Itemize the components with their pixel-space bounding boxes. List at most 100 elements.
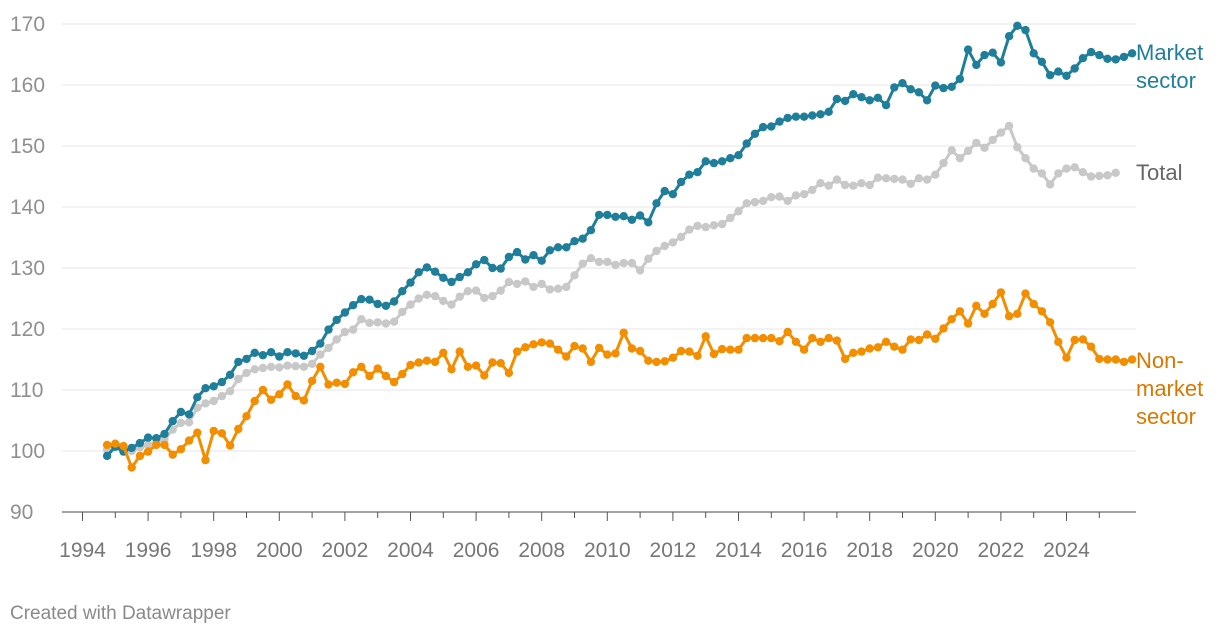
- x-tick-label-2022: 2022: [978, 539, 1025, 562]
- data-point-market-66: [644, 218, 653, 227]
- data-point-total-120: [1086, 172, 1096, 181]
- data-point-market-69: [668, 190, 678, 199]
- data-point-market-11: [193, 393, 202, 402]
- data-point-market-83: [783, 113, 792, 123]
- data-point-market-99: [914, 88, 924, 97]
- data-point-nonmarket-122: [1103, 355, 1112, 364]
- data-point-market-114: [1037, 57, 1047, 66]
- data-point-market-75: [717, 157, 727, 166]
- data-point-nonmarket-83: [783, 327, 792, 337]
- data-point-market-33: [373, 299, 382, 309]
- data-point-total-94: [873, 173, 883, 182]
- data-point-total-23: [291, 362, 300, 371]
- data-point-nonmarket-19: [258, 385, 268, 395]
- data-point-total-46: [480, 293, 489, 303]
- data-point-market-101: [931, 81, 940, 90]
- data-point-market-62: [611, 212, 620, 221]
- data-point-market-116: [1054, 67, 1063, 76]
- datawrapper-credit: Created with Datawrapper: [10, 603, 231, 624]
- data-point-market-3: [127, 443, 136, 453]
- data-point-total-69: [668, 238, 678, 247]
- data-point-total-31: [357, 315, 366, 324]
- data-point-market-89: [832, 94, 842, 104]
- data-point-market-20: [266, 348, 276, 357]
- data-point-nonmarket-47: [488, 358, 497, 367]
- y-tick-label-90: 90: [10, 501, 33, 524]
- data-point-total-118: [1070, 163, 1079, 172]
- data-point-nonmarket-101: [931, 334, 940, 343]
- data-point-total-97: [898, 175, 907, 184]
- data-point-nonmarket-52: [529, 340, 538, 349]
- data-point-total-30: [348, 325, 358, 334]
- data-point-market-125: [1127, 49, 1137, 58]
- data-point-total-119: [1078, 168, 1088, 177]
- data-point-market-56: [562, 243, 571, 252]
- data-point-market-45: [471, 260, 481, 269]
- data-point-market-111: [1013, 21, 1022, 30]
- x-tick-label-1998: 1998: [190, 539, 237, 562]
- data-point-market-122: [1103, 54, 1112, 63]
- data-point-total-39: [422, 290, 432, 299]
- data-point-total-35: [389, 317, 399, 326]
- data-point-total-20: [266, 362, 276, 371]
- data-point-total-86: [808, 185, 817, 195]
- data-point-nonmarket-100: [922, 330, 932, 339]
- data-point-market-5: [143, 433, 153, 442]
- data-point-market-84: [791, 112, 801, 121]
- data-point-market-110: [1004, 32, 1014, 41]
- data-point-market-4: [135, 438, 145, 448]
- data-point-nonmarket-102: [939, 324, 948, 333]
- data-point-market-19: [258, 351, 268, 360]
- y-tick-label-140: 140: [10, 196, 45, 219]
- data-point-nonmarket-23: [291, 391, 300, 401]
- y-axis-tick-labels: 90 100 110 120 130 140 150 160 170: [10, 13, 45, 524]
- data-point-nonmarket-78: [742, 333, 751, 343]
- series-label-line: Non-: [1136, 348, 1184, 373]
- data-point-nonmarket-81: [767, 333, 776, 343]
- data-point-market-43: [455, 272, 464, 282]
- data-point-nonmarket-16: [234, 424, 243, 434]
- data-point-total-100: [922, 175, 932, 184]
- data-point-market-117: [1062, 71, 1071, 81]
- data-point-total-110: [1004, 121, 1014, 131]
- series-label-line: market: [1136, 376, 1203, 401]
- x-tick-label-2012: 2012: [650, 539, 697, 562]
- data-point-nonmarket-48: [496, 359, 505, 368]
- data-point-market-50: [512, 247, 522, 257]
- x-axis: 1994 1996 1998 2000 2002 2004 2006 2008 2010 2012…: [59, 511, 1136, 562]
- data-point-market-7: [160, 429, 169, 439]
- data-point-market-39: [422, 263, 432, 272]
- data-point-total-99: [914, 174, 924, 183]
- data-point-nonmarket-87: [816, 337, 825, 346]
- data-point-total-43: [455, 292, 464, 301]
- data-point-nonmarket-115: [1045, 318, 1055, 327]
- data-point-nonmarket-44: [463, 362, 473, 371]
- data-point-nonmarket-56: [562, 352, 571, 361]
- data-point-market-24: [299, 351, 309, 360]
- data-point-total-104: [955, 154, 965, 163]
- data-point-total-16: [234, 374, 243, 384]
- data-point-nonmarket-3: [127, 463, 136, 472]
- data-point-total-122: [1103, 171, 1112, 180]
- data-point-nonmarket-58: [578, 344, 587, 353]
- data-point-total-57: [570, 271, 579, 280]
- data-point-nonmarket-75: [717, 344, 727, 354]
- data-point-market-96: [890, 83, 899, 92]
- data-point-market-35: [389, 297, 399, 306]
- data-point-market-15: [225, 370, 235, 379]
- data-point-market-63: [619, 212, 628, 221]
- data-point-nonmarket-64: [627, 344, 637, 353]
- data-point-total-61: [603, 257, 612, 267]
- data-point-nonmarket-111: [1013, 309, 1022, 318]
- data-point-total-84: [791, 191, 801, 200]
- data-point-market-123: [1111, 55, 1120, 64]
- data-point-total-18: [250, 365, 259, 374]
- data-point-total-50: [512, 279, 522, 289]
- data-point-nonmarket-119: [1078, 335, 1088, 344]
- data-point-nonmarket-59: [586, 357, 596, 367]
- data-point-nonmarket-53: [537, 338, 546, 347]
- y-tick-label-150: 150: [10, 135, 45, 158]
- data-point-nonmarket-45: [471, 361, 481, 370]
- data-point-nonmarket-94: [873, 343, 883, 352]
- data-point-total-76: [726, 213, 735, 223]
